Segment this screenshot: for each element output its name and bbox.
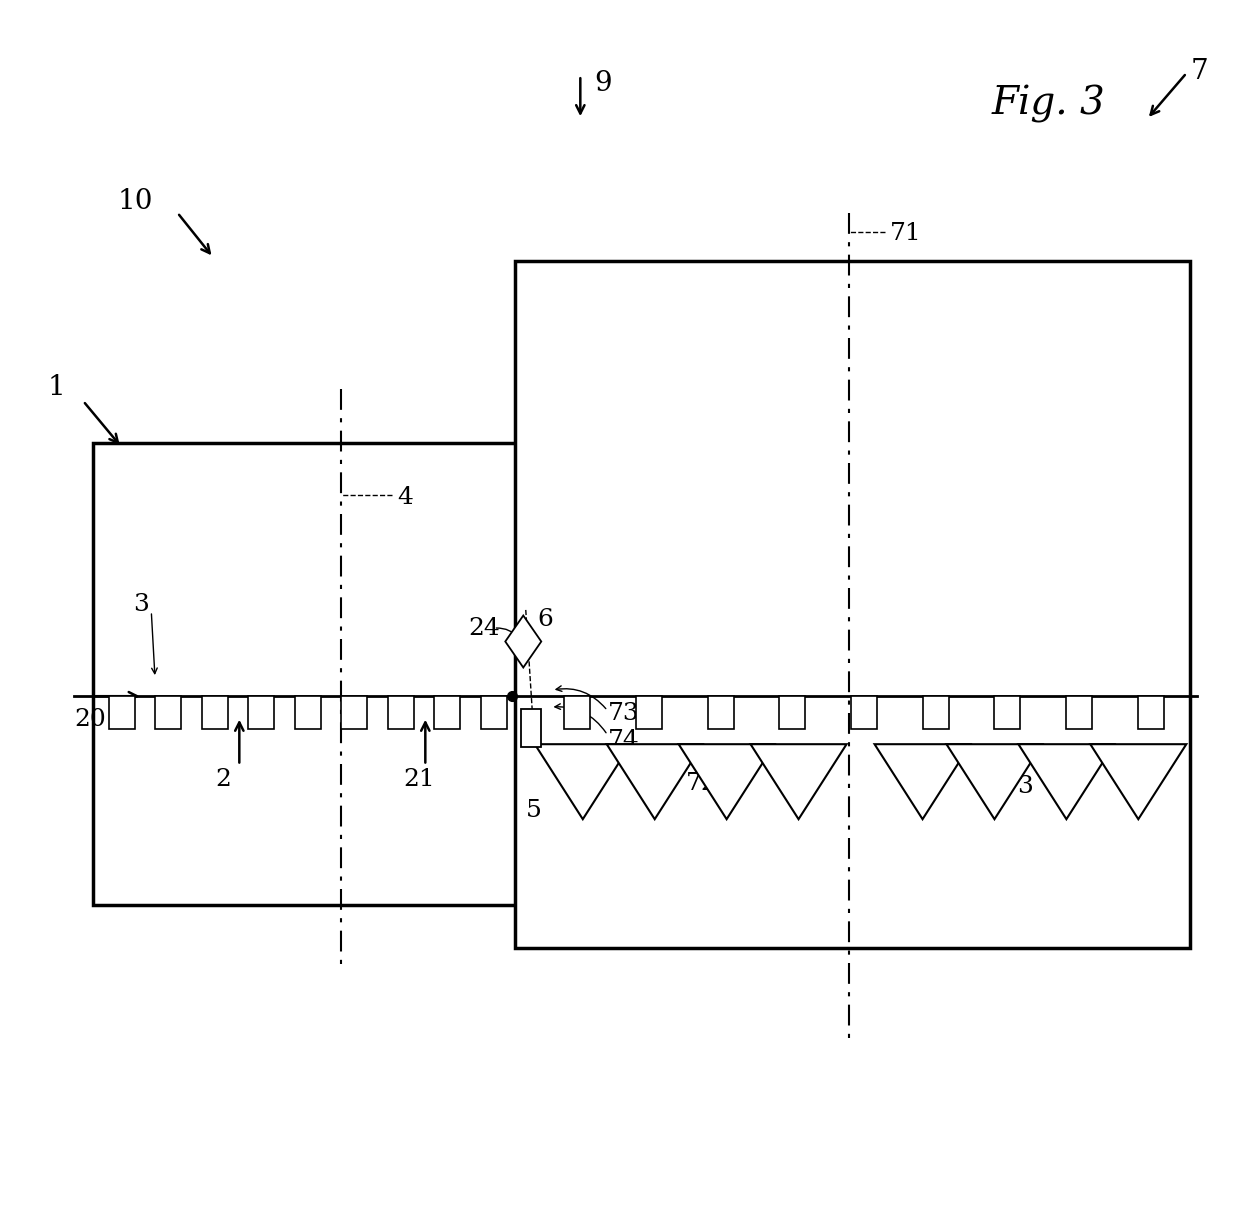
Bar (564, 696, 590, 729)
Bar (636, 696, 662, 729)
Polygon shape (505, 616, 542, 667)
Text: 6: 6 (537, 608, 553, 631)
Text: 21: 21 (403, 768, 435, 791)
Bar (388, 696, 414, 729)
Bar (515, 261, 1190, 948)
Bar (93, 443, 533, 905)
Bar (341, 696, 367, 729)
Polygon shape (678, 745, 775, 819)
Polygon shape (1090, 745, 1187, 819)
Bar (434, 696, 460, 729)
Bar (295, 696, 321, 729)
Bar (109, 696, 135, 729)
Text: 72: 72 (686, 772, 718, 795)
Text: 10: 10 (118, 188, 154, 215)
Text: Fig. 3: Fig. 3 (992, 85, 1106, 123)
Polygon shape (750, 745, 847, 819)
Text: 3: 3 (1017, 775, 1033, 798)
Text: 3: 3 (133, 593, 149, 616)
Bar (521, 710, 541, 747)
Text: 74: 74 (608, 729, 640, 752)
Text: 5: 5 (526, 799, 542, 823)
Bar (1066, 696, 1092, 729)
Text: 24: 24 (469, 617, 501, 640)
Text: 9: 9 (594, 70, 611, 97)
Bar (1138, 696, 1164, 729)
Bar (202, 696, 228, 729)
Bar (779, 696, 805, 729)
Bar (155, 696, 181, 729)
Text: 1: 1 (47, 374, 64, 401)
Polygon shape (874, 745, 971, 819)
Bar (851, 696, 877, 729)
Text: 2: 2 (216, 768, 232, 791)
Polygon shape (534, 745, 631, 819)
Bar (481, 696, 507, 729)
Polygon shape (1018, 745, 1115, 819)
Text: 4: 4 (397, 486, 413, 509)
Text: 20: 20 (74, 708, 107, 731)
Text: 73: 73 (608, 702, 640, 725)
Bar (708, 696, 734, 729)
Polygon shape (606, 745, 703, 819)
Text: 7: 7 (1190, 58, 1208, 85)
Bar (923, 696, 949, 729)
Bar (994, 696, 1021, 729)
Bar (248, 696, 274, 729)
Polygon shape (946, 745, 1043, 819)
Text: 71: 71 (890, 222, 923, 245)
